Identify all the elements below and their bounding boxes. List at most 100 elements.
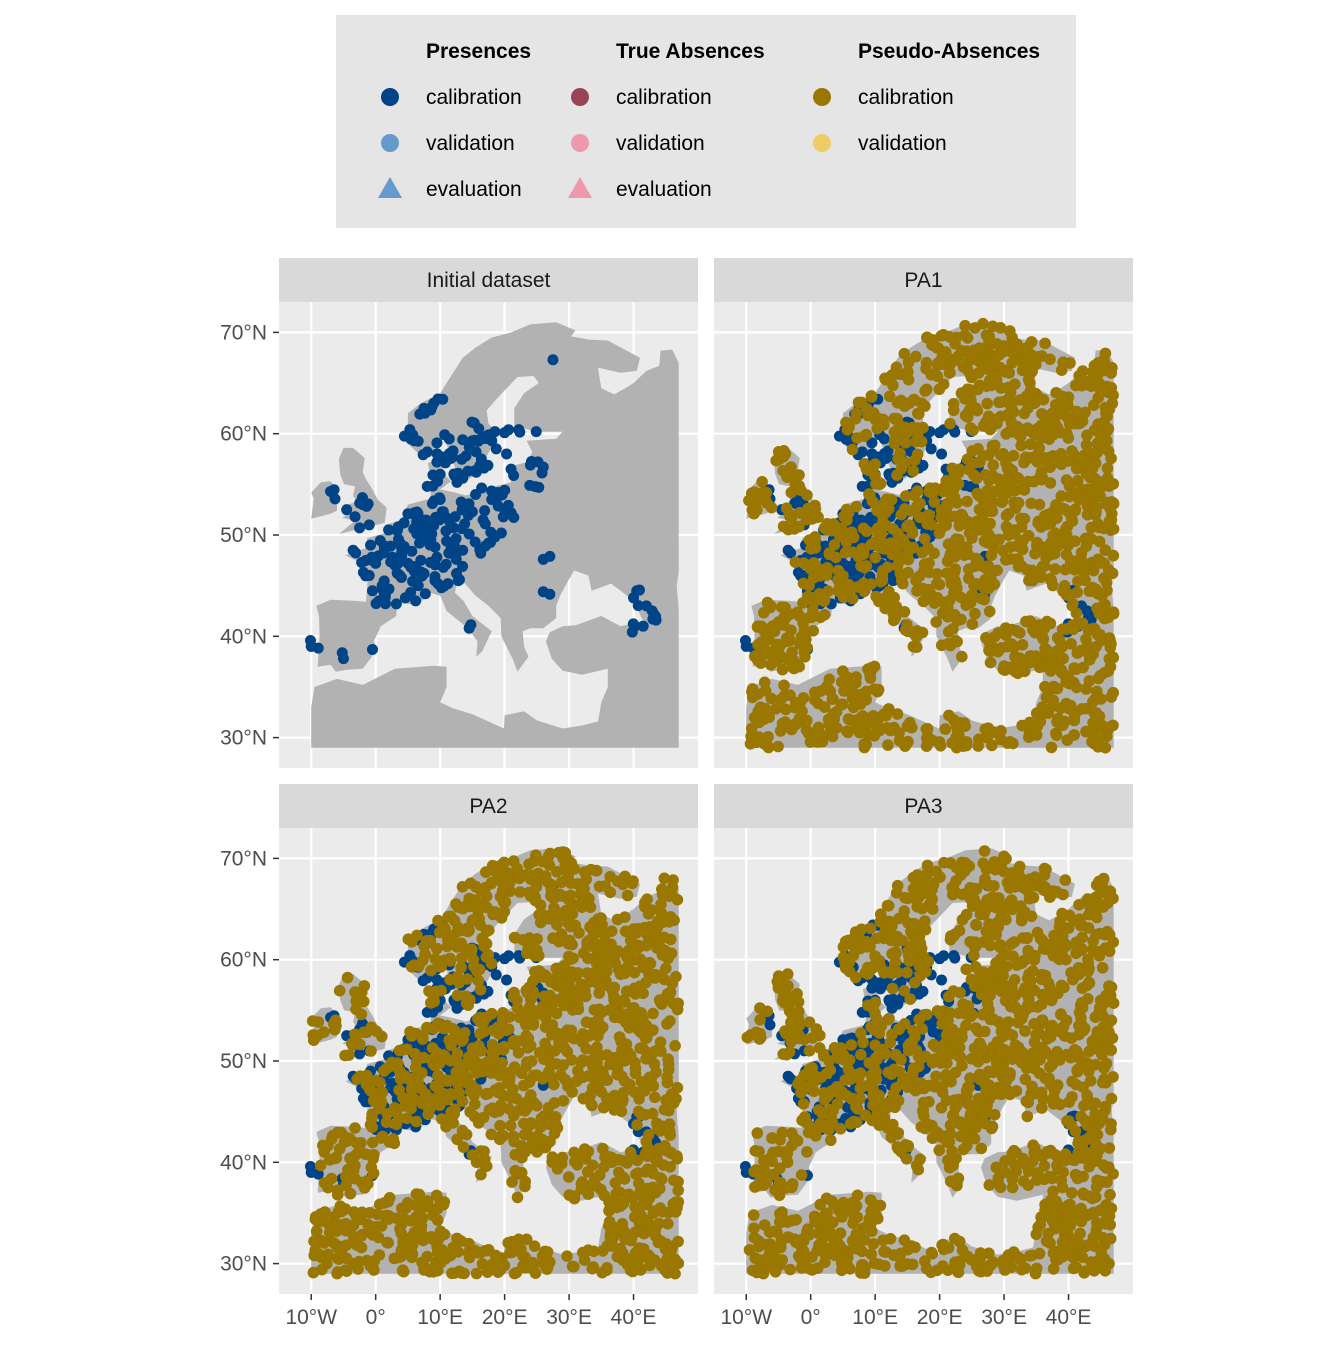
- pseudo-absence-calibration-point: [640, 977, 652, 989]
- pseudo-absence-calibration-point: [911, 501, 923, 513]
- pseudo-absence-calibration-point: [1073, 370, 1085, 382]
- pseudo-absence-calibration-point: [869, 730, 881, 742]
- pseudo-absence-calibration-point: [441, 941, 453, 953]
- presence-calibration-point: [496, 527, 507, 538]
- pseudo-absence-calibration-point: [1089, 473, 1101, 485]
- pseudo-absence-calibration-point: [892, 368, 904, 380]
- pseudo-absence-calibration-point: [439, 1229, 451, 1241]
- pseudo-absence-calibration-point: [808, 511, 820, 523]
- pseudo-absence-calibration-point: [1016, 560, 1028, 572]
- pseudo-absence-calibration-point: [308, 1034, 320, 1046]
- pseudo-absence-calibration-point: [943, 331, 955, 343]
- pseudo-absence-calibration-point: [874, 532, 886, 544]
- pseudo-absence-calibration-point: [537, 856, 549, 868]
- pseudo-absence-calibration-point: [613, 964, 625, 976]
- pseudo-absence-calibration-point: [900, 490, 912, 502]
- pseudo-absence-calibration-point: [456, 1075, 468, 1087]
- pseudo-absence-calibration-point: [430, 1080, 442, 1092]
- presence-calibration-point: [501, 448, 512, 459]
- pseudo-absence-calibration-point: [612, 1223, 624, 1235]
- pseudo-absence-calibration-point: [531, 875, 543, 887]
- pseudo-absence-calibration-point: [662, 1077, 674, 1089]
- pseudo-absence-calibration-point: [389, 1138, 401, 1150]
- pseudo-absence-calibration-point: [340, 1225, 352, 1237]
- pseudo-absence-calibration-point: [932, 357, 944, 369]
- pseudo-absence-calibration-point: [973, 524, 985, 536]
- pseudo-absence-calibration-point: [401, 1242, 413, 1254]
- pseudo-absence-calibration-point: [983, 475, 995, 487]
- pseudo-absence-calibration-point: [841, 514, 853, 526]
- pseudo-absence-calibration-point: [912, 485, 924, 497]
- pseudo-absence-calibration-point: [976, 1143, 988, 1155]
- pseudo-absence-calibration-point: [1051, 729, 1063, 741]
- pseudo-absence-calibration-point: [639, 1214, 651, 1226]
- pseudo-absence-calibration-point: [428, 1234, 440, 1246]
- pseudo-absence-calibration-point: [475, 984, 487, 996]
- presence-calibration-point: [485, 527, 496, 538]
- pseudo-absence-calibration-point: [1015, 513, 1027, 525]
- pseudo-absence-calibration-point: [777, 664, 789, 676]
- pseudo-absence-calibration-point: [825, 685, 837, 697]
- pseudo-absence-calibration-point: [987, 419, 999, 431]
- pseudo-absence-calibration-point: [949, 511, 961, 523]
- pseudo-absence-calibration-point: [630, 1068, 642, 1080]
- presence-calibration-point: [305, 1161, 316, 1172]
- pseudo-absence-calibration-point: [591, 1058, 603, 1070]
- pseudo-absence-calibration-point: [822, 585, 834, 597]
- pseudo-absence-calibration-point: [436, 1113, 448, 1125]
- pseudo-absence-calibration-point: [877, 520, 889, 532]
- pseudo-absence-calibration-point: [971, 473, 983, 485]
- presence-calibration-point: [473, 436, 484, 447]
- pseudo-absence-calibration-point: [310, 1214, 322, 1226]
- pseudo-absence-calibration-point: [1090, 506, 1102, 518]
- pseudo-absence-calibration-point: [559, 1000, 571, 1012]
- pseudo-absence-calibration-point: [435, 1257, 447, 1269]
- pseudo-absence-calibration-point: [594, 1169, 606, 1181]
- pseudo-absence-calibration-point: [1079, 574, 1091, 586]
- pseudo-absence-calibration-point: [981, 485, 993, 497]
- presence-calibration-point: [547, 354, 558, 365]
- pseudo-absence-calibration-point: [578, 883, 590, 895]
- pseudo-absence-calibration-point: [632, 1167, 644, 1179]
- pseudo-absence-calibration-point: [805, 560, 817, 572]
- pseudo-absence-calibration-point: [552, 1122, 564, 1134]
- pseudo-absence-calibration-point: [825, 1135, 837, 1147]
- pseudo-absence-calibration-point: [549, 1045, 561, 1057]
- pseudo-absence-calibration-point: [524, 1002, 536, 1014]
- pseudo-absence-calibration-point: [349, 1122, 361, 1134]
- presence-calibration-point: [432, 974, 443, 985]
- presence-calibration-point: [379, 540, 390, 551]
- pseudo-absence-calibration-point: [1104, 1189, 1116, 1201]
- pseudo-absence-calibration-point: [950, 354, 962, 366]
- presence-calibration-point: [879, 433, 890, 444]
- pseudo-absence-calibration-point: [841, 504, 853, 516]
- pseudo-absence-calibration-point: [581, 937, 593, 949]
- pseudo-absence-calibration-point: [421, 935, 433, 947]
- pseudo-absence-calibration-point: [819, 609, 831, 621]
- pseudo-absence-calibration-point: [336, 1206, 348, 1218]
- pseudo-absence-calibration-point: [823, 714, 835, 726]
- pseudo-absence-calibration-point: [1018, 457, 1030, 469]
- pseudo-absence-calibration-point: [609, 982, 621, 994]
- pseudo-absence-calibration-point: [655, 997, 667, 1009]
- pseudo-absence-calibration-point: [1099, 356, 1111, 368]
- legend-key-circle: [813, 134, 831, 152]
- pseudo-absence-calibration-point: [930, 616, 942, 628]
- pseudo-absence-calibration-point: [895, 568, 907, 580]
- pseudo-absence-calibration-point: [619, 996, 631, 1008]
- pseudo-absence-calibration-point: [781, 472, 793, 484]
- pseudo-absence-calibration-point: [843, 713, 855, 725]
- pseudo-absence-calibration-point: [449, 915, 461, 927]
- presence-calibration-point: [486, 486, 497, 497]
- pseudo-absence-calibration-point: [1068, 662, 1080, 674]
- pseudo-absence-calibration-point: [900, 624, 912, 636]
- legend-title: True Absences: [616, 40, 765, 63]
- pseudo-absence-calibration-point: [664, 1161, 676, 1173]
- presence-calibration-point: [476, 483, 487, 494]
- pseudo-absence-calibration-point: [1064, 357, 1076, 369]
- pseudo-absence-calibration-point: [981, 398, 993, 410]
- pseudo-absence-calibration-point: [1022, 1111, 1034, 1123]
- pseudo-absence-calibration-point: [1045, 518, 1057, 530]
- pseudo-absence-calibration-point: [644, 1026, 656, 1038]
- pseudo-absence-calibration-point: [544, 1057, 556, 1069]
